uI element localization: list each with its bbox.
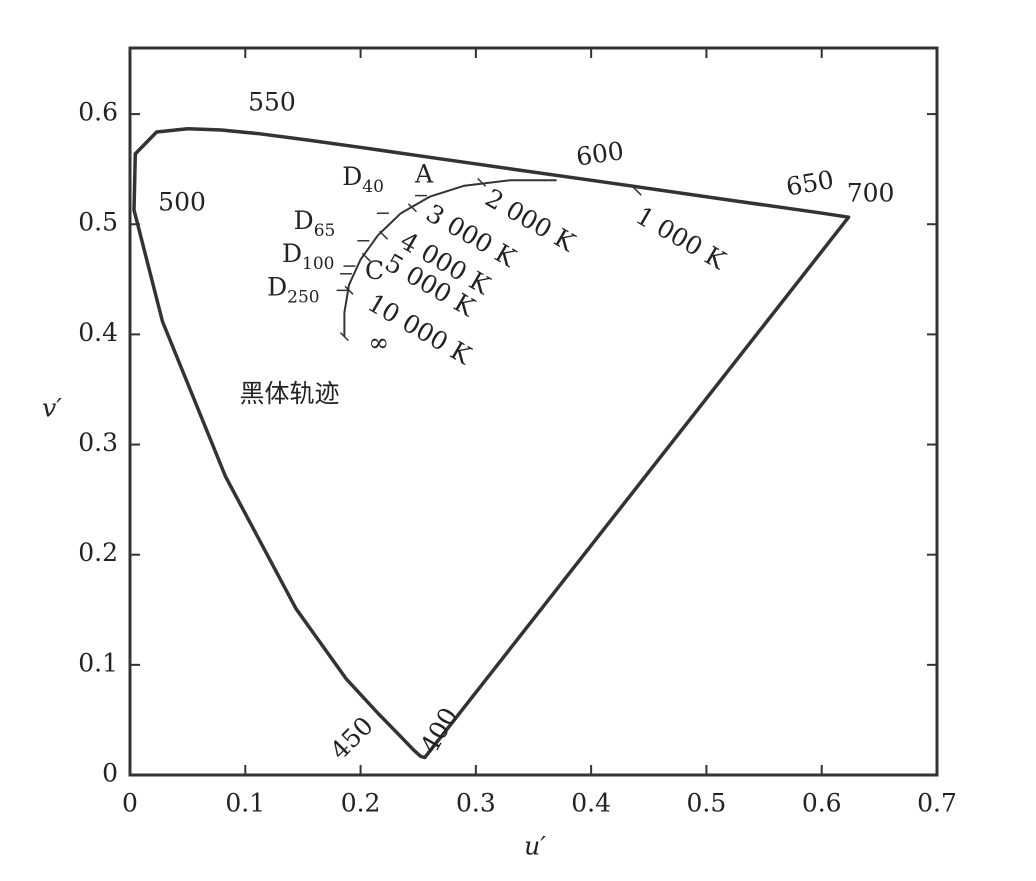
y-tick-label: 0.3 [78, 428, 118, 457]
planckian-label: 黑体轨迹 [240, 379, 340, 408]
illuminant-name: D [282, 239, 302, 268]
illuminant-label: D65 [294, 205, 336, 240]
wavelength-label: 450 [325, 711, 379, 765]
wavelength-label: 700 [847, 179, 895, 208]
illuminant-subscript: 40 [362, 177, 384, 197]
illuminant-name: D [342, 162, 362, 191]
y-tick-label: 0.4 [78, 318, 118, 347]
x-tick-label: 0.7 [917, 789, 957, 818]
wavelength-point [377, 713, 381, 717]
x-tick-label: 0.6 [802, 789, 842, 818]
wavelength-point [847, 215, 851, 219]
y-tick-label: 0.6 [78, 98, 118, 127]
x-tick-label: 0.1 [225, 789, 265, 818]
illuminant-label: D40 [342, 162, 384, 197]
wavelength-point [132, 208, 136, 212]
temperature-tick [361, 252, 371, 262]
wavelength-label: 550 [248, 87, 296, 116]
y-tick-label: 0 [102, 759, 118, 788]
wavelength-label: 600 [574, 136, 625, 171]
illuminant-label: D250 [267, 272, 320, 307]
x-axis-label: u′ [524, 832, 546, 861]
temperature-tick [339, 332, 349, 342]
temperature-tick [477, 177, 487, 187]
y-axis-label: v′ [42, 394, 62, 423]
temperature-tick [344, 285, 354, 295]
wavelength-point [820, 211, 824, 215]
illuminant-label: C [365, 255, 384, 284]
illuminant-subscript: 250 [287, 287, 319, 307]
x-tick-label: 0.4 [571, 789, 611, 818]
wavelength-point [593, 179, 597, 183]
temperature-tick [407, 203, 417, 213]
illuminant-label: D100 [282, 239, 335, 274]
wavelength-label: 500 [158, 187, 206, 216]
wavelength-label: 400 [415, 703, 464, 759]
temperature-tick [632, 186, 642, 196]
wavelength-point [423, 755, 427, 759]
temperature-label: 1 000 K [631, 201, 732, 276]
wavelength-point [258, 132, 262, 136]
y-tick-label: 0.1 [78, 648, 118, 677]
illuminant-name: A [414, 159, 434, 188]
spectral-locus [132, 126, 851, 760]
x-tick-label: 0.5 [687, 789, 727, 818]
y-tick-label: 0.2 [78, 538, 118, 567]
illuminant-subscript: 65 [314, 220, 336, 240]
illuminant-name: D [294, 205, 314, 234]
wavelength-label: 650 [784, 165, 836, 202]
y-tick-label: 0.5 [78, 208, 118, 237]
planckian-locus [343, 179, 557, 337]
illuminant-name: C [365, 255, 384, 284]
x-tick-label: 0.3 [456, 789, 496, 818]
illuminant-label: A [414, 159, 434, 188]
x-tick-label: 0.2 [341, 789, 381, 818]
temperature-label: ∞ [368, 328, 389, 357]
plot-frame [128, 46, 939, 777]
illuminant-name: D [267, 272, 287, 301]
temperature-tick [379, 230, 389, 240]
x-tick-label: 0 [122, 789, 138, 818]
illuminant-subscript: 100 [302, 254, 334, 274]
